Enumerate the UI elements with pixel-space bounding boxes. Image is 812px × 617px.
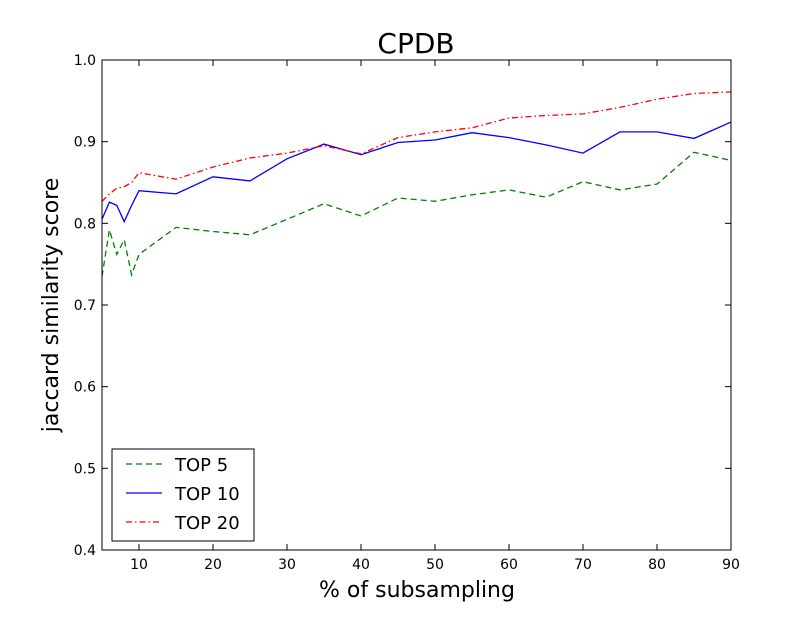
plot-area: 10 20 30 40 50 60 70 80 90 0.4 0.5 0.6 0.7 0.8 0.9 1.0: [74, 53, 740, 573]
legend-label: TOP 5: [174, 455, 228, 476]
series-line-top-5: [102, 151, 731, 278]
legend: TOP 5 TOP 10 TOP 20: [111, 448, 255, 542]
y-tick-label: 0.6: [74, 380, 96, 396]
y-tick-label: 0.7: [74, 298, 96, 314]
chart-title: CPDB: [377, 27, 454, 60]
y-tick-label: 0.9: [74, 135, 96, 151]
series-line-top-10: [102, 121, 731, 224]
x-axis-label: % of subsampling: [319, 578, 515, 603]
x-tick-label: 40: [352, 557, 370, 573]
y-tick-label: 0.5: [74, 461, 96, 477]
x-tick-label: 70: [574, 557, 592, 573]
y-tick-label: 1.0: [74, 53, 96, 69]
y-tick-label: 0.4: [74, 543, 96, 559]
x-tick-label: 30: [278, 557, 296, 573]
series-group: [102, 91, 731, 278]
legend-label: TOP 20: [174, 513, 240, 534]
legend-box: [111, 448, 255, 542]
x-tick-label: 90: [722, 557, 740, 573]
x-tick-label: 20: [204, 557, 222, 573]
x-tick-label: 80: [648, 557, 666, 573]
x-tick-label: 10: [130, 557, 148, 573]
x-tick-label: 60: [500, 557, 518, 573]
legend-label: TOP 10: [174, 484, 240, 505]
y-axis-label: jaccard similarity score: [39, 178, 64, 434]
series-line-top-20: [102, 91, 731, 202]
y-tick-label: 0.8: [74, 216, 96, 232]
x-tick-label: 50: [426, 557, 444, 573]
